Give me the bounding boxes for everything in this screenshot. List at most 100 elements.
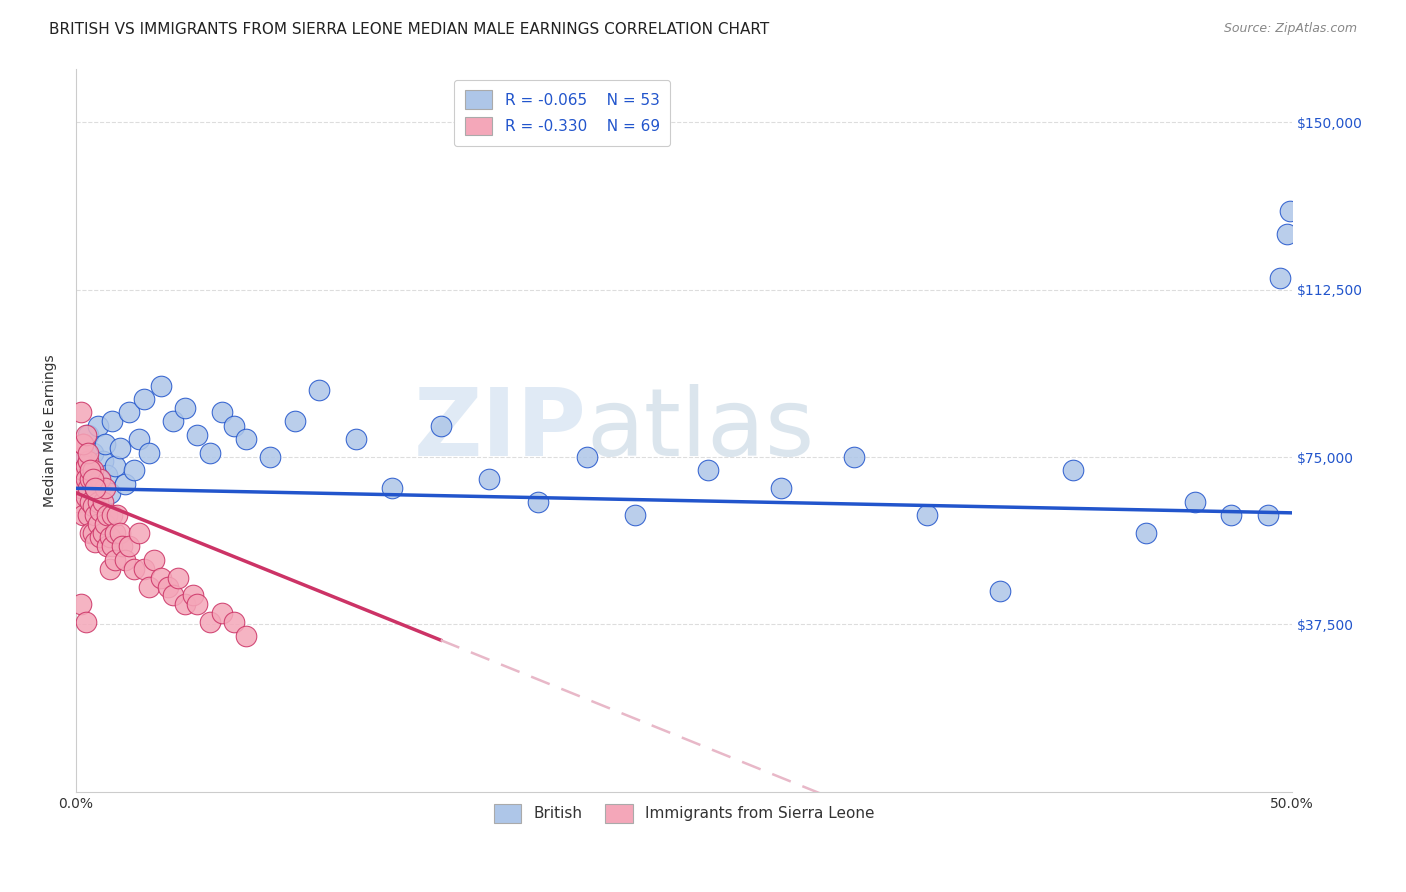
Y-axis label: Median Male Earnings: Median Male Earnings [44, 354, 58, 507]
Point [96, 539, 118, 553]
Point [284, 414, 307, 428]
Point [94, 516, 117, 531]
Point [186, 427, 208, 442]
Point [75, 427, 97, 442]
Point [157, 580, 180, 594]
Point [104, 525, 127, 540]
Point [96, 508, 118, 522]
Point [381, 481, 404, 495]
Point [67, 472, 90, 486]
Point [82, 445, 104, 459]
Point [75, 450, 97, 464]
Point [101, 414, 124, 428]
Point [72, 436, 94, 450]
Point [84, 508, 107, 522]
Point [89, 530, 111, 544]
Point [186, 598, 208, 612]
Point [235, 432, 257, 446]
Point [89, 472, 111, 486]
Point [77, 508, 100, 522]
Point [72, 436, 94, 450]
Point [94, 481, 117, 495]
Point [697, 463, 720, 477]
Point [181, 589, 204, 603]
Point [308, 383, 330, 397]
Point [527, 494, 550, 508]
Point [259, 450, 281, 464]
Point [84, 494, 107, 508]
Point [87, 494, 110, 508]
Point [75, 615, 97, 630]
Point [75, 458, 97, 473]
Point [1135, 525, 1157, 540]
Point [101, 539, 124, 553]
Point [108, 441, 131, 455]
Point [91, 525, 114, 540]
Point [1278, 204, 1301, 219]
Point [478, 472, 501, 486]
Point [575, 450, 598, 464]
Point [344, 432, 367, 446]
Point [429, 418, 451, 433]
Point [105, 508, 128, 522]
Point [198, 445, 221, 459]
Point [128, 432, 150, 446]
Point [79, 472, 101, 486]
Point [77, 454, 100, 468]
Point [122, 562, 145, 576]
Point [111, 539, 134, 553]
Point [82, 499, 104, 513]
Point [79, 472, 101, 486]
Point [101, 508, 124, 522]
Point [150, 571, 173, 585]
Point [132, 562, 155, 576]
Point [235, 629, 257, 643]
Point [211, 405, 233, 419]
Text: atlas: atlas [586, 384, 815, 476]
Point [94, 436, 117, 450]
Point [72, 463, 94, 477]
Point [72, 463, 94, 477]
Point [89, 503, 111, 517]
Point [1062, 463, 1084, 477]
Point [69, 450, 91, 464]
Point [128, 525, 150, 540]
Point [1275, 227, 1298, 241]
Point [138, 580, 160, 594]
Point [138, 445, 160, 459]
Point [174, 401, 197, 415]
Point [770, 481, 793, 495]
Point [142, 553, 165, 567]
Point [77, 427, 100, 442]
Point [1257, 508, 1279, 522]
Point [69, 405, 91, 419]
Point [162, 589, 184, 603]
Point [84, 534, 107, 549]
Point [67, 494, 90, 508]
Point [91, 494, 114, 508]
Point [162, 414, 184, 428]
Point [79, 525, 101, 540]
Point [624, 508, 647, 522]
Text: Source: ZipAtlas.com: Source: ZipAtlas.com [1223, 22, 1357, 36]
Point [198, 615, 221, 630]
Point [915, 508, 938, 522]
Point [104, 458, 127, 473]
Point [1268, 271, 1291, 285]
Point [108, 525, 131, 540]
Point [79, 463, 101, 477]
Point [114, 476, 136, 491]
Point [72, 508, 94, 522]
Point [118, 539, 141, 553]
Point [84, 481, 107, 495]
Point [84, 481, 107, 495]
Point [988, 584, 1011, 599]
Point [82, 463, 104, 477]
Point [122, 463, 145, 477]
Point [98, 485, 121, 500]
Point [87, 418, 110, 433]
Point [89, 481, 111, 495]
Point [69, 481, 91, 495]
Point [91, 454, 114, 468]
Point [104, 553, 127, 567]
